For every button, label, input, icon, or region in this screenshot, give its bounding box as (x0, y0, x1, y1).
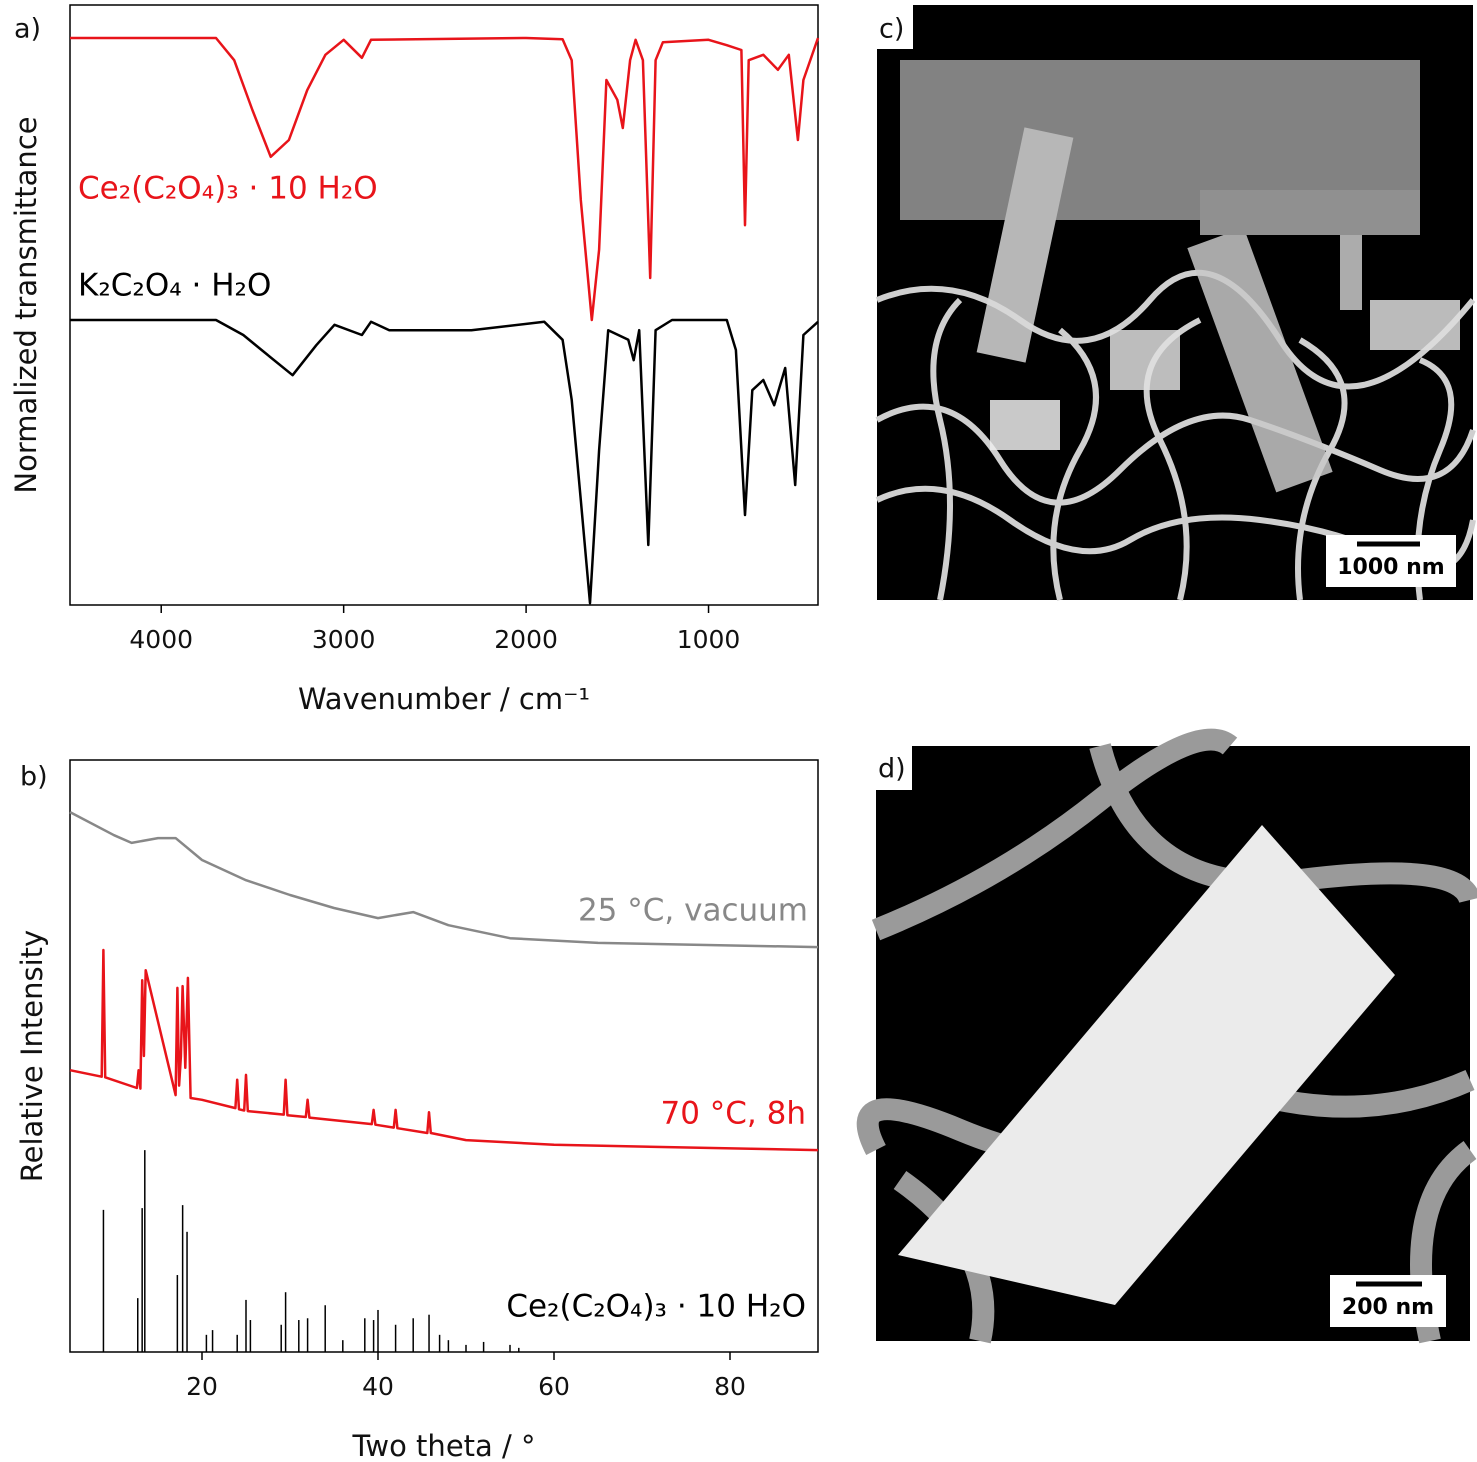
x-tick-label: 60 (538, 1372, 570, 1401)
plot-frame (69, 4, 819, 606)
y-axis-title: Relative Intensity (15, 930, 49, 1182)
x-tick-label: 20 (186, 1372, 218, 1401)
series-line (69, 948, 819, 1152)
series-label: Ce₂(C₂O₄)₃ · 10 H₂O (78, 171, 378, 207)
micrograph-d: 200 nm d) (856, 728, 1477, 1344)
x-tick-label: 3000 (312, 625, 376, 654)
series-line (69, 810, 819, 949)
series-line (70, 36, 820, 322)
series-label: K₂C₂O₄ · H₂O (78, 268, 271, 304)
series-line (70, 318, 819, 605)
micrograph-c: 1000 nm c) (875, 5, 1476, 601)
x-tick-label: 4000 (129, 625, 193, 654)
panel-label: d) (878, 754, 906, 785)
plot-frame (69, 759, 819, 1353)
series-label: 25 °C, vacuum (578, 893, 808, 929)
x-tick-label: 80 (714, 1372, 746, 1401)
panel-label: a) (14, 14, 41, 45)
panel-label: c) (879, 14, 904, 45)
series-label: Ce₂(C₂O₄)₃ · 10 H₂O (506, 1289, 806, 1325)
x-axis-title: Two theta / ° (351, 1429, 535, 1462)
scale-bar-label: 200 nm (1342, 1295, 1434, 1320)
scale-bar-label: 1000 nm (1337, 555, 1444, 580)
series-label: 70 °C, 8h (660, 1096, 806, 1132)
x-axis-title: Wavenumber / cm⁻¹ (298, 682, 590, 716)
panel-label: b) (20, 762, 48, 793)
x-tick-label: 1000 (677, 625, 741, 654)
y-axis-title: Normalized transmittance (9, 116, 43, 493)
x-tick-label: 40 (362, 1372, 394, 1401)
x-tick-label: 2000 (494, 625, 558, 654)
